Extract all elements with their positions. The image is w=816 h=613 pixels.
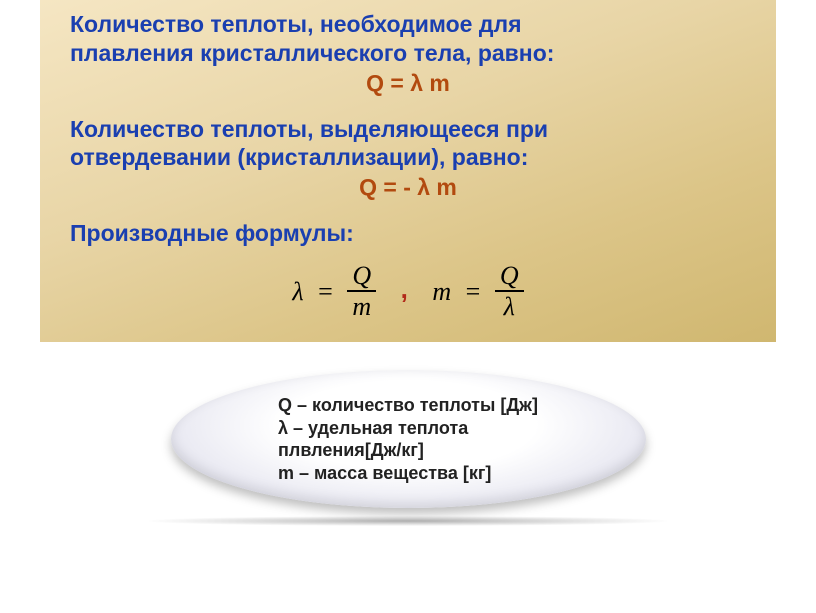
legend-text: Q – количество теплоты [Дж] λ – удельная… <box>278 394 538 484</box>
deriv-frac-1: Q m <box>347 262 376 322</box>
deriv-num-2: Q <box>495 262 524 293</box>
deriv-eq-2: = <box>466 277 481 306</box>
legend-shadow <box>148 516 668 526</box>
heading-3: Производные формулы: <box>70 219 746 248</box>
deriv-frac-2: Q λ <box>495 262 524 322</box>
heading-2: Количество теплоты, выделяющееся при отв… <box>70 115 746 173</box>
legend-line-2: λ – удельная теплота <box>278 417 538 440</box>
heading-3-text: Производные формулы: <box>70 220 354 246</box>
heading-2-line-1: Количество теплоты, выделяющееся при <box>70 116 548 142</box>
heading-1: Количество теплоты, необходимое для плав… <box>70 10 746 68</box>
heading-2-line-2: отвердевании (кристаллизации), равно: <box>70 144 528 170</box>
derived-formulas: λ = Q m , m = Q λ <box>70 262 746 322</box>
formula-1: Q = λ m <box>70 70 746 97</box>
legend-line-1: Q – количество теплоты [Дж] <box>278 394 538 417</box>
formula-panel: Количество теплоты, необходимое для плав… <box>40 0 776 342</box>
legend-oval: Q – количество теплоты [Дж] λ – удельная… <box>171 370 646 508</box>
deriv-den-2: λ <box>495 292 524 322</box>
legend-bubble: Q – количество теплоты [Дж] λ – удельная… <box>171 370 646 508</box>
deriv-lhs-2: m <box>432 277 451 306</box>
legend-line-4: m – масса вещества [кг] <box>278 462 538 485</box>
deriv-comma: , <box>387 274 422 304</box>
formula-2-text: Q = - λ m <box>359 174 457 200</box>
heading-1-line-1: Количество теплоты, необходимое для <box>70 11 522 37</box>
legend-line-3: плвления[Дж/кг] <box>278 439 538 462</box>
formula-2: Q = - λ m <box>70 174 746 201</box>
deriv-eq-1: = <box>318 277 333 306</box>
deriv-den-1: m <box>347 292 376 322</box>
heading-1-line-2: плавления кристаллического тела, равно: <box>70 40 554 66</box>
deriv-num-1: Q <box>347 262 376 293</box>
formula-1-text: Q = λ m <box>366 70 450 96</box>
deriv-lhs-1: λ <box>292 277 303 306</box>
